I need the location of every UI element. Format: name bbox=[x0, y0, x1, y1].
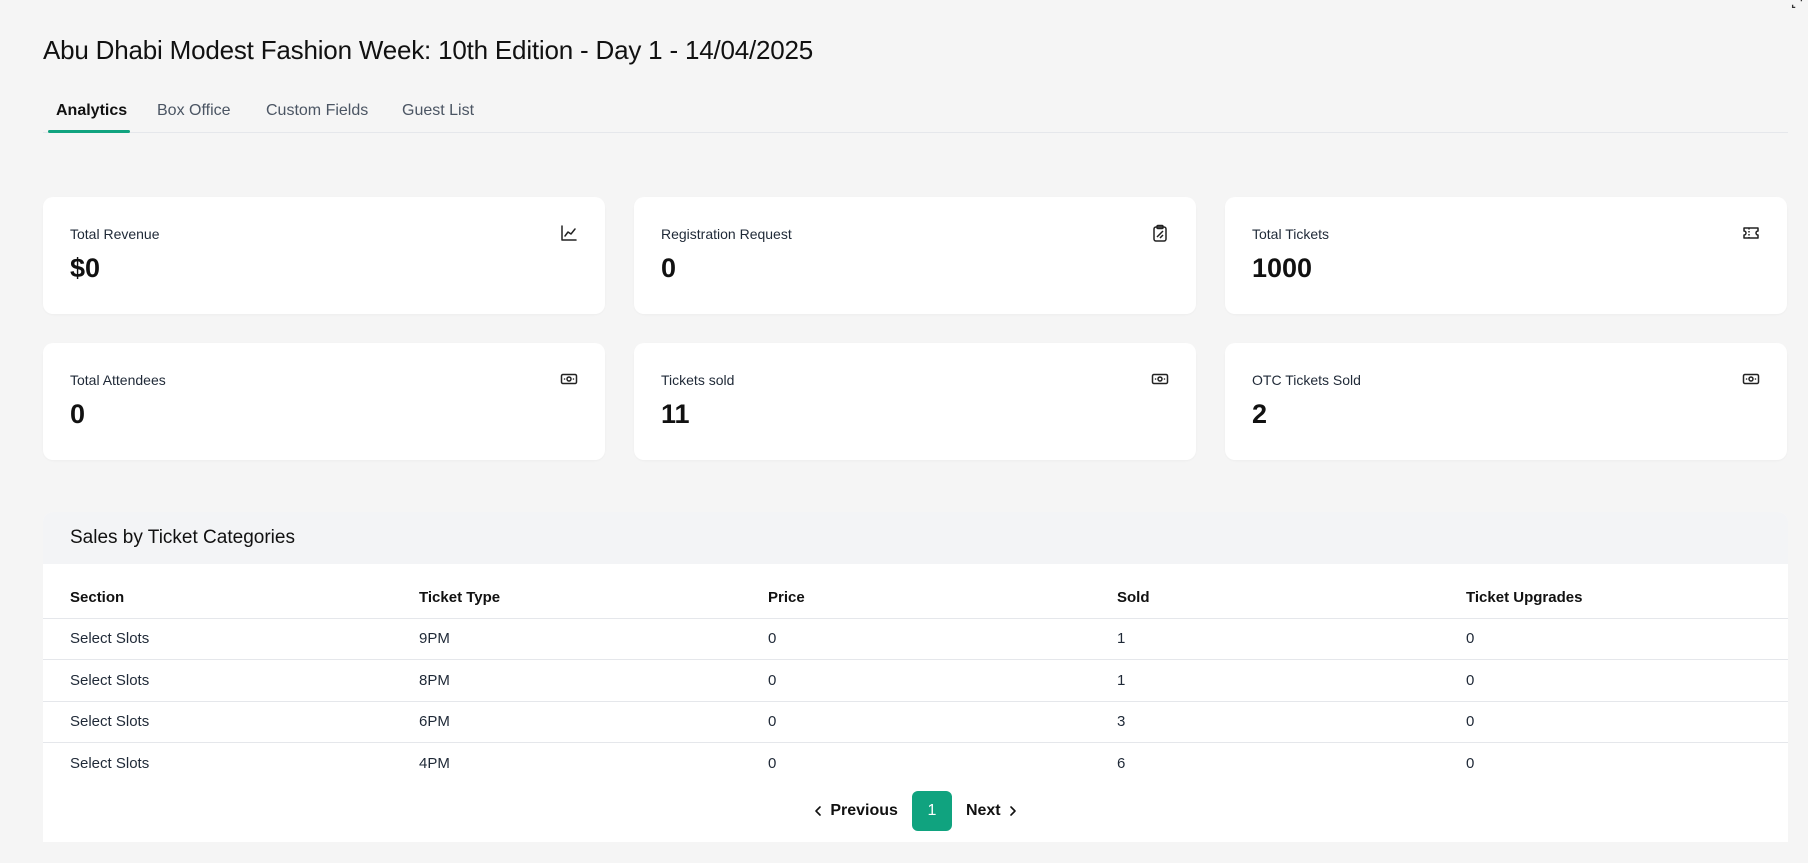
tab-analytics[interactable]: Analytics bbox=[56, 102, 128, 119]
cell-ticket-upgrades: 0 bbox=[1439, 659, 1788, 702]
cell-ticket-type: 9PM bbox=[392, 618, 741, 660]
page-number-button[interactable]: 1 bbox=[911, 791, 952, 831]
cell-sold: 1 bbox=[1090, 618, 1439, 660]
table-row: Select Slots 4PM 0 6 0 bbox=[43, 743, 1788, 785]
previous-page-button[interactable]: Previous bbox=[812, 802, 898, 820]
cell-sold: 3 bbox=[1090, 701, 1439, 743]
cell-section: Select Slots bbox=[43, 618, 392, 660]
cell-price: 0 bbox=[741, 659, 1090, 702]
sales-by-ticket-categories-panel: Sales by Ticket Categories Section Ticke… bbox=[43, 512, 1788, 842]
ticket-icon bbox=[1742, 224, 1760, 242]
cell-ticket-upgrades: 0 bbox=[1439, 618, 1788, 660]
banknote-icon bbox=[1151, 370, 1169, 388]
stat-value: 1000 bbox=[1252, 253, 1313, 283]
active-tab-indicator bbox=[48, 130, 130, 133]
table-row: Select Slots 9PM 0 1 0 bbox=[43, 618, 1788, 660]
column-header-price: Price bbox=[741, 564, 1090, 619]
cell-section: Select Slots bbox=[43, 659, 392, 702]
column-header-ticket-type: Ticket Type bbox=[392, 564, 741, 619]
table-row: Select Slots 8PM 0 1 0 bbox=[43, 659, 1788, 702]
chart-line-icon bbox=[560, 224, 578, 242]
stat-value: 0 bbox=[70, 399, 86, 429]
cell-ticket-upgrades: 0 bbox=[1466, 755, 1475, 772]
page-title: Abu Dhabi Modest Fashion Week: 10th Edit… bbox=[43, 35, 814, 65]
tab-guest-list[interactable]: Guest List bbox=[402, 102, 475, 119]
stat-label: OTC Tickets Sold bbox=[1252, 372, 1361, 388]
stat-card-total-attendees: Total Attendees 0 bbox=[43, 343, 605, 460]
cell-price: 0 bbox=[741, 701, 1090, 743]
stat-label: Registration Request bbox=[661, 226, 792, 242]
table-row: Select Slots 6PM 0 3 0 bbox=[43, 701, 1788, 743]
clipboard-icon bbox=[1151, 224, 1169, 242]
cell-price: 0 bbox=[741, 618, 1090, 660]
column-header-sold: Sold bbox=[1090, 564, 1439, 619]
cell-ticket-type: 6PM bbox=[392, 701, 741, 743]
expand-icon[interactable] bbox=[1790, 0, 1806, 12]
stat-value: 11 bbox=[661, 399, 690, 429]
cell-ticket-type: 8PM bbox=[392, 659, 741, 702]
stat-label: Total Attendees bbox=[70, 372, 166, 388]
column-header-ticket-upgrades: Ticket Upgrades bbox=[1439, 564, 1788, 619]
sales-panel-title: Sales by Ticket Categories bbox=[43, 512, 1788, 564]
tab-box-office[interactable]: Box Office bbox=[157, 102, 231, 119]
cell-ticket-type: 4PM bbox=[419, 755, 450, 772]
cell-sold: 6 bbox=[1117, 755, 1126, 772]
tab-bar: Analytics Box Office Custom Fields Guest… bbox=[43, 92, 1788, 133]
stat-card-tickets-sold: Tickets sold 11 bbox=[634, 343, 1196, 460]
stat-value: $0 bbox=[70, 253, 101, 283]
stat-label: Total Revenue bbox=[70, 226, 160, 242]
sales-table: Section Ticket Type Price Sold Ticket Up… bbox=[43, 564, 1788, 784]
stat-card-total-revenue: Total Revenue $0 bbox=[43, 197, 605, 314]
stat-card-total-tickets: Total Tickets 1000 bbox=[1225, 197, 1787, 314]
tab-custom-fields[interactable]: Custom Fields bbox=[266, 102, 369, 119]
chevron-right-icon bbox=[1009, 806, 1016, 816]
stat-label: Total Tickets bbox=[1252, 226, 1330, 242]
cell-ticket-upgrades: 0 bbox=[1439, 701, 1788, 743]
banknote-icon bbox=[560, 370, 578, 388]
next-page-button[interactable]: Next bbox=[966, 802, 1019, 820]
stat-value: 2 bbox=[1252, 399, 1268, 429]
stat-card-otc-tickets-sold: OTC Tickets Sold 2 bbox=[1225, 343, 1787, 460]
banknote-icon bbox=[1742, 370, 1760, 388]
cell-section: Select Slots bbox=[43, 701, 392, 743]
table-header-row: Section Ticket Type Price Sold Ticket Up… bbox=[43, 564, 1788, 619]
previous-label: Previous bbox=[830, 802, 898, 819]
next-label: Next bbox=[965, 802, 1001, 819]
stat-value: 0 bbox=[661, 253, 677, 283]
stat-label: Tickets sold bbox=[661, 372, 735, 388]
chevron-left-icon bbox=[815, 806, 822, 816]
cell-section: Select Slots bbox=[70, 755, 150, 772]
stat-card-registration-request: Registration Request 0 bbox=[634, 197, 1196, 314]
cell-sold: 1 bbox=[1090, 659, 1439, 702]
column-header-section: Section bbox=[43, 564, 392, 619]
pagination: Previous 1 Next bbox=[43, 790, 1788, 832]
cell-price: 0 bbox=[768, 755, 777, 772]
